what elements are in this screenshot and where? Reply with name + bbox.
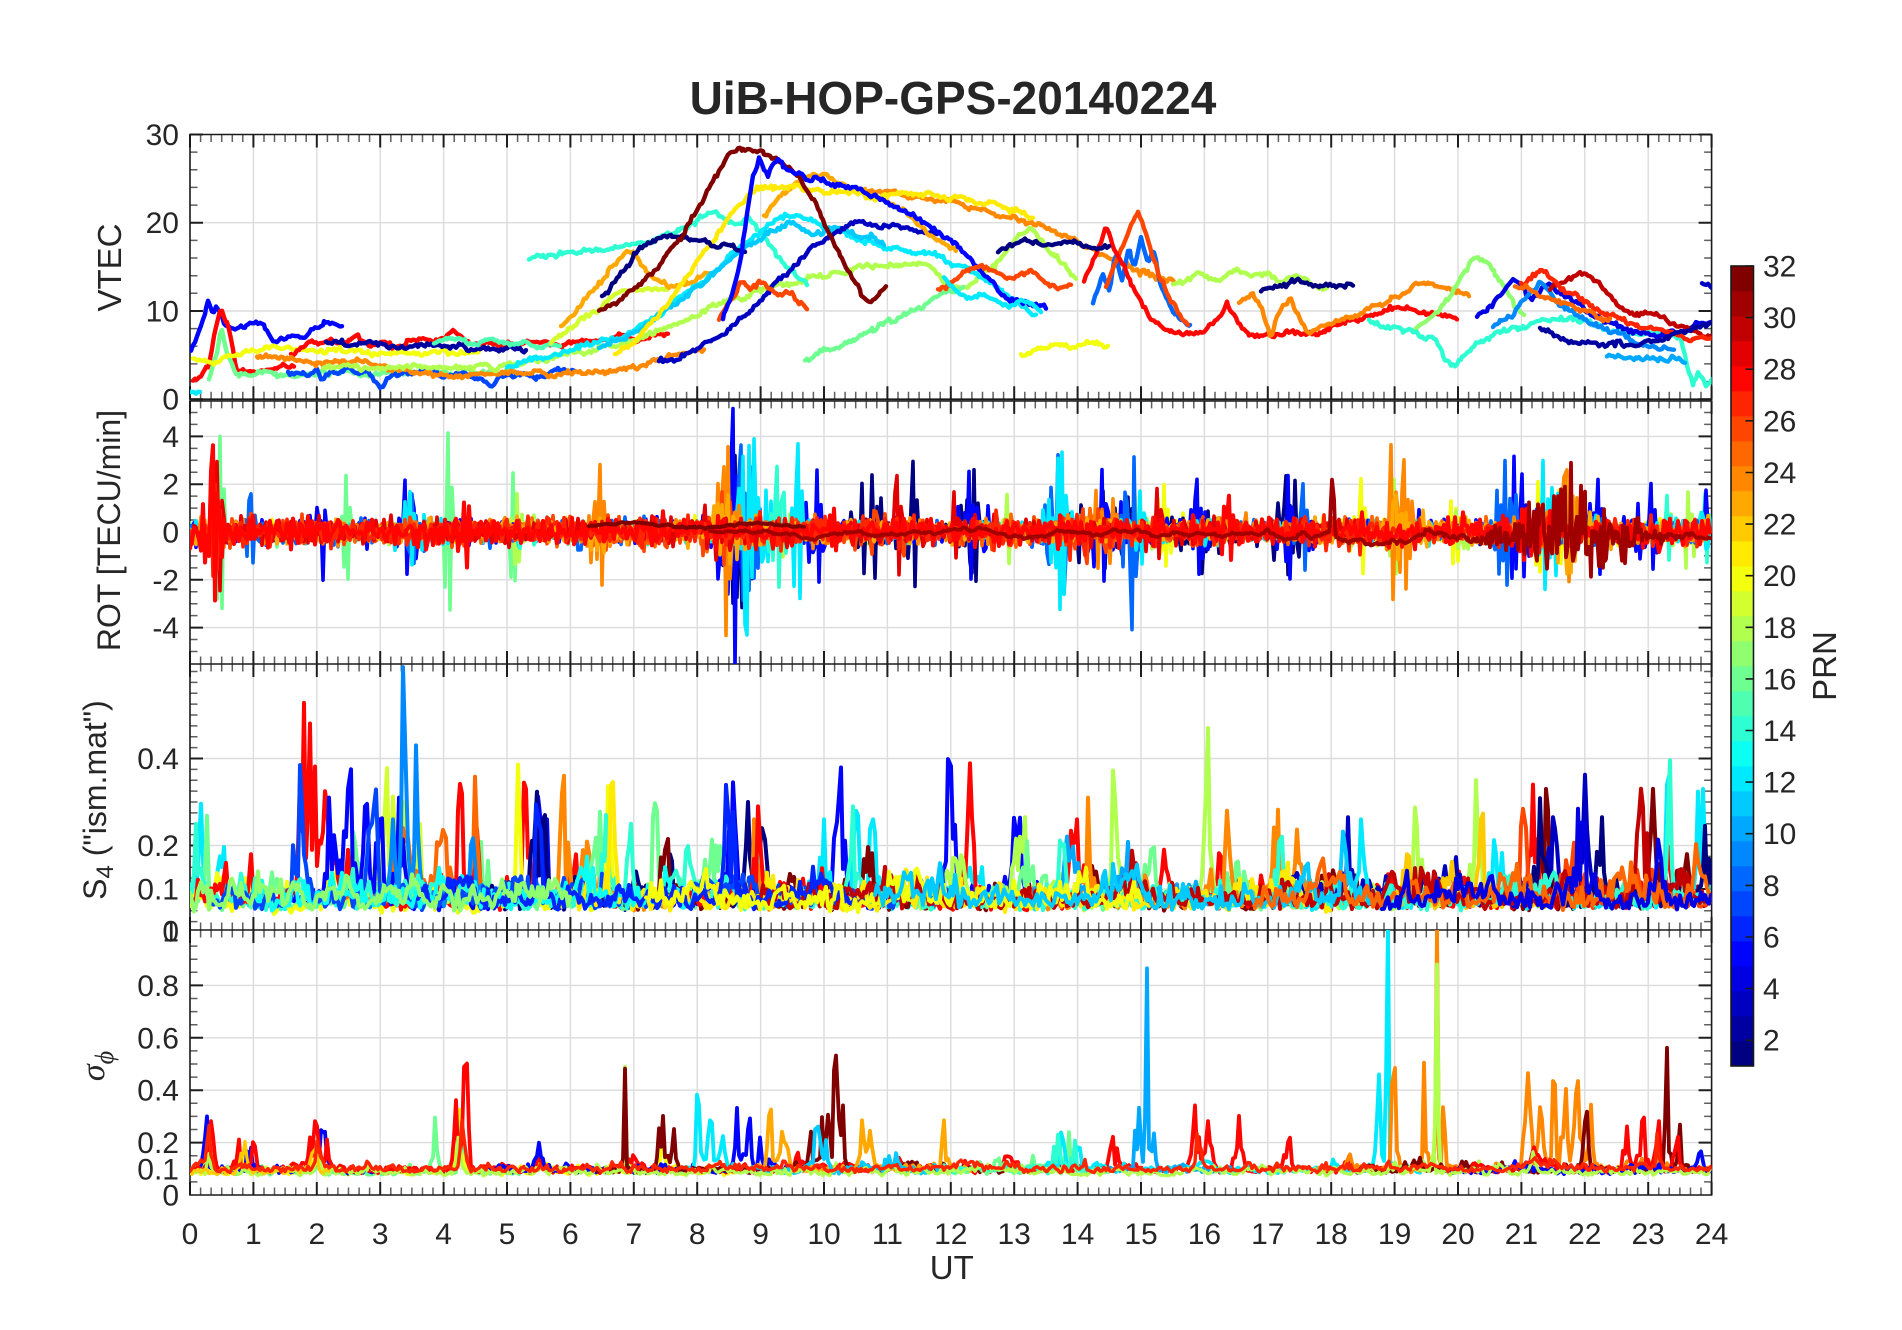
- svg-text:17: 17: [1251, 1218, 1284, 1251]
- svg-text:10: 10: [807, 1218, 840, 1251]
- svg-text:13: 13: [998, 1218, 1031, 1251]
- svg-text:32: 32: [1763, 251, 1796, 284]
- svg-text:2: 2: [1763, 1025, 1780, 1058]
- svg-text:12: 12: [934, 1218, 967, 1251]
- svg-text:UT: UT: [930, 1249, 974, 1286]
- svg-text:16: 16: [1763, 663, 1796, 696]
- svg-text:UiB-HOP-GPS-20140224: UiB-HOP-GPS-20140224: [690, 72, 1217, 124]
- svg-text:-2: -2: [152, 564, 179, 597]
- svg-text:0: 0: [162, 1180, 179, 1213]
- svg-text:16: 16: [1188, 1218, 1221, 1251]
- svg-text:24: 24: [1695, 1218, 1728, 1251]
- svg-text:0: 0: [162, 916, 179, 949]
- svg-text:26: 26: [1763, 405, 1796, 438]
- svg-text:0.6: 0.6: [137, 1022, 179, 1055]
- svg-text:24: 24: [1763, 457, 1796, 490]
- svg-text:2: 2: [308, 1218, 325, 1251]
- svg-text:6: 6: [1763, 921, 1780, 954]
- svg-text:0: 0: [162, 384, 179, 417]
- svg-text:0.2: 0.2: [137, 1127, 179, 1160]
- svg-text:22: 22: [1763, 509, 1796, 542]
- svg-text:6: 6: [562, 1218, 579, 1251]
- svg-text:1: 1: [245, 1218, 262, 1251]
- svg-text:7: 7: [625, 1218, 642, 1251]
- svg-text:0.8: 0.8: [137, 970, 179, 1003]
- svg-text:1: 1: [162, 916, 179, 949]
- svg-text:4: 4: [435, 1218, 452, 1251]
- svg-text:28: 28: [1763, 354, 1796, 387]
- svg-text:0: 0: [182, 1218, 199, 1251]
- svg-text:3: 3: [372, 1218, 389, 1251]
- svg-text:10: 10: [1763, 818, 1796, 851]
- svg-text:0.2: 0.2: [137, 830, 179, 863]
- svg-text:σϕ: σϕ: [75, 1051, 119, 1081]
- svg-text:0.4: 0.4: [137, 743, 179, 776]
- svg-text:21: 21: [1505, 1218, 1538, 1251]
- svg-text:0.1: 0.1: [137, 874, 179, 907]
- svg-text:15: 15: [1124, 1218, 1157, 1251]
- svg-text:0: 0: [162, 517, 179, 550]
- svg-text:4: 4: [1763, 973, 1780, 1006]
- svg-text:12: 12: [1763, 767, 1796, 800]
- svg-text:9: 9: [752, 1218, 769, 1251]
- svg-text:14: 14: [1763, 715, 1796, 748]
- svg-text:-4: -4: [152, 612, 179, 645]
- svg-text:18: 18: [1763, 612, 1796, 645]
- svg-text:8: 8: [1763, 870, 1780, 903]
- svg-text:5: 5: [499, 1218, 516, 1251]
- svg-text:0.4: 0.4: [137, 1075, 179, 1108]
- svg-text:22: 22: [1568, 1218, 1601, 1251]
- svg-text:23: 23: [1632, 1218, 1665, 1251]
- svg-text:10: 10: [146, 295, 179, 328]
- svg-text:20: 20: [146, 207, 179, 240]
- svg-text:0.1: 0.1: [137, 1153, 179, 1186]
- svg-text:20: 20: [1441, 1218, 1474, 1251]
- svg-text:30: 30: [146, 119, 179, 152]
- svg-text:30: 30: [1763, 302, 1796, 335]
- svg-text:2: 2: [162, 469, 179, 502]
- svg-text:18: 18: [1315, 1218, 1348, 1251]
- svg-text:PRN: PRN: [1806, 631, 1843, 701]
- svg-text:20: 20: [1763, 560, 1796, 593]
- svg-text:14: 14: [1061, 1218, 1094, 1251]
- svg-text:19: 19: [1378, 1218, 1411, 1251]
- svg-text:8: 8: [689, 1218, 706, 1251]
- svg-text:11: 11: [872, 1218, 903, 1251]
- svg-text:VTEC: VTEC: [91, 223, 128, 311]
- svg-text:ROT [TECU/min]: ROT [TECU/min]: [91, 410, 127, 651]
- svg-text:4: 4: [162, 421, 179, 454]
